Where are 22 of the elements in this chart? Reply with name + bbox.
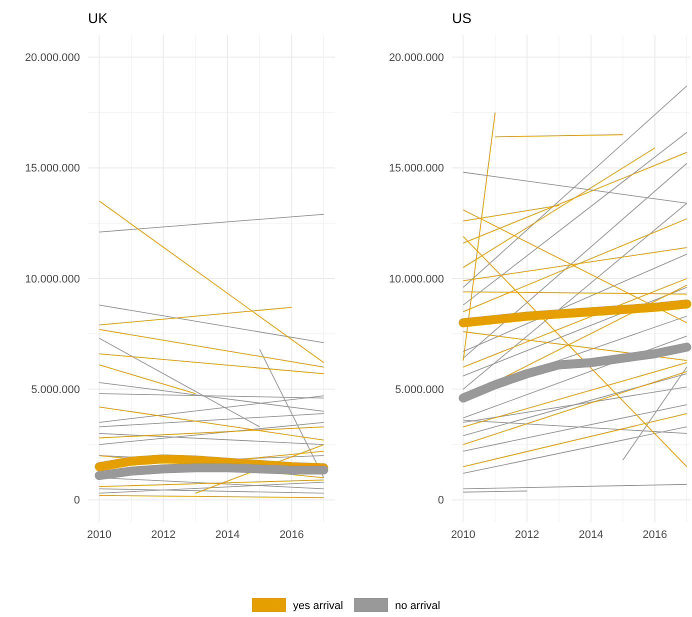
y-tick-label: 5.000.000 bbox=[31, 384, 80, 396]
legend-label: yes arrival bbox=[293, 600, 344, 612]
y-tick-label: 10.000.000 bbox=[24, 273, 80, 286]
x-tick-label: 2016 bbox=[279, 529, 304, 541]
y-tick-label: 10.000.000 bbox=[388, 273, 444, 286]
legend-label: no arrival bbox=[395, 600, 440, 612]
chart-title: UK bbox=[88, 10, 108, 26]
chart-title: US bbox=[452, 10, 472, 26]
y-tick-label: 20.000.000 bbox=[388, 52, 444, 64]
y-tick-label: 15.000.000 bbox=[24, 162, 80, 175]
x-tick-label: 2012 bbox=[151, 529, 176, 541]
x-tick-label: 2010 bbox=[450, 529, 476, 541]
x-tick-label: 2016 bbox=[642, 529, 668, 541]
x-tick-label: 2014 bbox=[578, 529, 604, 541]
x-tick-label: 2012 bbox=[514, 529, 540, 541]
y-tick-label: 0 bbox=[74, 494, 80, 507]
x-tick-label: 2014 bbox=[215, 529, 240, 541]
y-tick-label: 20.000.000 bbox=[24, 52, 80, 64]
y-tick-label: 0 bbox=[438, 494, 444, 507]
y-tick-label: 15.000.000 bbox=[388, 162, 444, 175]
x-tick-label: 2010 bbox=[86, 529, 112, 541]
y-tick-label: 5.000.000 bbox=[395, 384, 444, 396]
